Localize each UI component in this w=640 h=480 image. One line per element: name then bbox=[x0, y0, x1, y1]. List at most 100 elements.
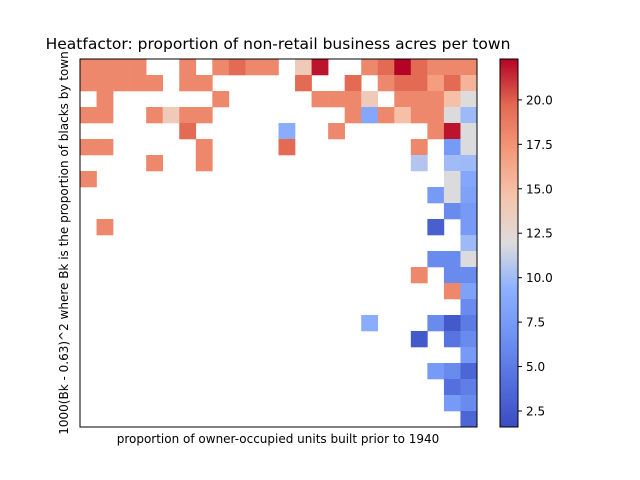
colorbar: 2.5 5.0 7.5 10.0 12.5 15.0 17.5 20.0 bbox=[499, 58, 553, 428]
heatmap-cell bbox=[80, 171, 97, 188]
heatmap-cell bbox=[443, 155, 461, 172]
colorbar-tick-label: 5.0 bbox=[526, 360, 545, 374]
heatmap-cell bbox=[460, 219, 478, 236]
heatmap-cell bbox=[96, 75, 114, 92]
heatmap-cell bbox=[460, 251, 478, 268]
heatmap-cell bbox=[195, 155, 213, 172]
heatmap-cell bbox=[443, 187, 461, 204]
colorbar-tick-label: 20.0 bbox=[526, 93, 553, 107]
colorbar-gradient bbox=[499, 58, 519, 428]
heatmap-cell bbox=[460, 363, 478, 380]
heatmap-cell bbox=[443, 75, 461, 92]
heatmap-cell bbox=[460, 171, 478, 188]
heatmap-cell bbox=[443, 251, 461, 268]
heatmap-cell bbox=[146, 107, 164, 124]
heatmap-cell bbox=[427, 59, 445, 76]
heatmap-cell bbox=[96, 91, 114, 108]
heatmap-cell bbox=[80, 59, 97, 76]
heatmap-cell bbox=[96, 107, 114, 124]
heatmap-cell bbox=[427, 75, 445, 92]
heatmap-cell bbox=[410, 267, 428, 284]
heatmap-cell bbox=[443, 363, 461, 380]
heatmap-cell bbox=[212, 59, 230, 76]
heatmap-cell bbox=[344, 75, 362, 92]
y-axis-label: 1000(Bk - 0.63)^2 where Bk is the propor… bbox=[57, 51, 71, 434]
heatmap-cell bbox=[443, 283, 461, 300]
heatmap-cell bbox=[443, 59, 461, 76]
heatmap-cell bbox=[460, 91, 478, 108]
heatmap-cell bbox=[328, 91, 345, 108]
heatmap-cell bbox=[427, 363, 445, 380]
heatmap-cell bbox=[427, 123, 445, 140]
heatmap-cell bbox=[96, 139, 114, 156]
heatmap-cell bbox=[410, 139, 428, 156]
heatmap-cell bbox=[113, 59, 130, 76]
heatmap-cell bbox=[394, 91, 412, 108]
heatmap-cell bbox=[361, 315, 379, 332]
heatmap-cells bbox=[80, 59, 478, 428]
heatmap-cell bbox=[410, 75, 428, 92]
heatmap-cell bbox=[460, 187, 478, 204]
heatmap-cell bbox=[443, 139, 461, 156]
heatmap-cell bbox=[361, 91, 379, 108]
heatmap-cell bbox=[146, 155, 164, 172]
heatmap-cell bbox=[410, 107, 428, 124]
heatmap-cell bbox=[443, 267, 461, 284]
heatmap-cell bbox=[162, 107, 180, 124]
colorbar-tick-label: 2.5 bbox=[526, 405, 545, 419]
heatmap-cell bbox=[344, 91, 362, 108]
heatmap-cell bbox=[377, 59, 395, 76]
heatmap-cell bbox=[460, 107, 478, 124]
heatmap-cell bbox=[427, 219, 445, 236]
heatmap-cell bbox=[443, 395, 461, 412]
colorbar-ticks: 2.5 5.0 7.5 10.0 12.5 15.0 17.5 20.0 bbox=[518, 93, 553, 419]
heatmap-cell bbox=[443, 171, 461, 188]
heatmap-cell bbox=[460, 155, 478, 172]
heatmap-cell bbox=[195, 139, 213, 156]
heatmap-cell bbox=[278, 139, 296, 156]
heatmap-cell bbox=[179, 59, 197, 76]
heatmap-cell bbox=[460, 299, 478, 316]
heatmap-cell bbox=[311, 59, 329, 76]
heatmap-cell bbox=[129, 75, 147, 92]
heatmap-cell bbox=[443, 203, 461, 220]
colorbar-tick-label: 15.0 bbox=[526, 182, 553, 196]
heatmap-cell bbox=[410, 59, 428, 76]
heatmap-cell bbox=[228, 59, 246, 76]
heatmap-cell bbox=[443, 107, 461, 124]
heatmap-cell bbox=[410, 155, 428, 172]
heatmap-cell bbox=[377, 75, 395, 92]
heatmap-cell bbox=[361, 59, 379, 76]
heatmap-cell bbox=[443, 379, 461, 396]
heatmap-cell bbox=[460, 123, 478, 140]
heatmap-cell bbox=[460, 139, 478, 156]
heatmap-cell bbox=[80, 75, 97, 92]
heatmap-cell bbox=[427, 315, 445, 332]
heatmap-cell bbox=[195, 107, 213, 124]
heatmap-cell bbox=[80, 107, 97, 124]
heatmap-cell bbox=[460, 75, 478, 92]
heatmap-cell bbox=[427, 251, 445, 268]
heatmap-cell bbox=[361, 107, 379, 124]
heatmap-cell bbox=[394, 59, 412, 76]
heatmap-cell bbox=[460, 267, 478, 284]
colorbar-tick-label: 10.0 bbox=[526, 271, 553, 285]
heatmap-cell bbox=[460, 411, 478, 428]
heatmap-cell bbox=[460, 379, 478, 396]
heatmap-cell bbox=[460, 283, 478, 300]
heatmap-cell bbox=[278, 123, 296, 140]
heatmap-cell bbox=[245, 59, 263, 76]
heatmap-cell bbox=[295, 75, 312, 92]
heatmap-cell bbox=[96, 59, 114, 76]
heatmap-cell bbox=[460, 395, 478, 412]
heatmap-cell bbox=[394, 107, 412, 124]
heatmap-cell bbox=[460, 347, 478, 364]
heatmap-cell bbox=[460, 235, 478, 252]
heatmap-cell bbox=[179, 107, 197, 124]
heatmap-cell bbox=[96, 219, 114, 236]
heatmap-cell bbox=[427, 187, 445, 204]
colorbar-tick-label: 12.5 bbox=[526, 227, 553, 241]
heatmap-cell bbox=[427, 107, 445, 124]
heatmap-cell bbox=[328, 123, 345, 140]
